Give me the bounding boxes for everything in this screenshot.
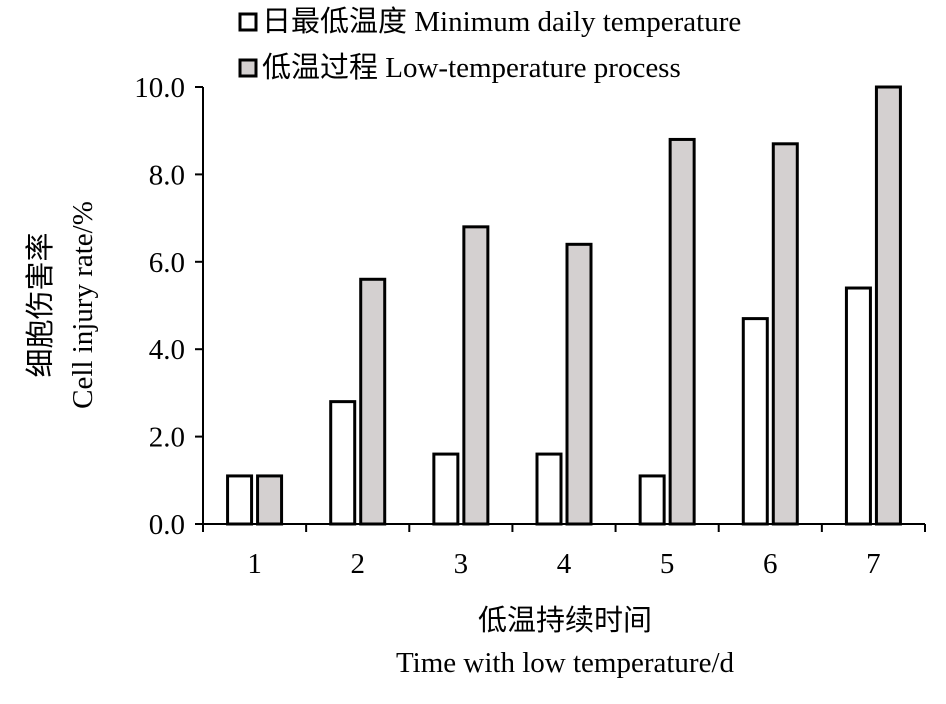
x-tick-label: 5 bbox=[660, 548, 675, 580]
bar-series-1-3 bbox=[432, 452, 460, 526]
y-axis-title: 细胞伤害率 Cell injury rate/% bbox=[24, 201, 99, 409]
x-tick-label: 4 bbox=[557, 548, 572, 580]
x-axis-ticks: 1 2 3 4 5 6 7 bbox=[202, 524, 926, 580]
x-axis-label-en: Time with low temperature/d bbox=[396, 647, 735, 679]
y-tick-label: 0.0 bbox=[149, 509, 185, 541]
legend-label-series-2: 低温过程 Low-temperature process bbox=[262, 51, 681, 84]
x-axis-label-cn: 低温持续时间 bbox=[478, 604, 652, 637]
y-axis-ticks: 0.0 2.0 4.0 6.0 8.0 10.0 bbox=[134, 72, 203, 541]
legend-swatch-series-1 bbox=[238, 12, 258, 32]
y-axis-label-cn: 细胞伤害率 bbox=[24, 232, 57, 377]
bar-series-1-1 bbox=[226, 474, 254, 526]
bar-series-2-6 bbox=[771, 142, 799, 526]
bar-series-1-2 bbox=[329, 400, 357, 526]
bar-series-1-5 bbox=[638, 474, 666, 526]
axes bbox=[202, 87, 925, 525]
bar-series-2-3 bbox=[462, 225, 490, 526]
bar-series-2-2 bbox=[359, 277, 387, 526]
x-tick-label: 3 bbox=[454, 548, 469, 580]
bar-series-1-6 bbox=[741, 317, 769, 526]
bar-series-2-4 bbox=[565, 242, 593, 526]
bar-series-2-1 bbox=[256, 474, 284, 526]
legend: 日最低温度 Minimum daily temperature 低温过程 Low… bbox=[238, 5, 741, 84]
y-tick-label: 4.0 bbox=[149, 334, 185, 366]
x-tick-label: 6 bbox=[763, 548, 778, 580]
x-tick-label: 1 bbox=[247, 548, 262, 580]
bar-series-1-4 bbox=[535, 452, 563, 526]
y-tick-label: 6.0 bbox=[149, 247, 185, 279]
bar-series-2-7 bbox=[874, 85, 902, 526]
y-tick-label: 10.0 bbox=[134, 72, 185, 104]
legend-swatch-series-2 bbox=[238, 58, 258, 78]
bar-series-1-7 bbox=[844, 286, 872, 526]
bars bbox=[226, 85, 902, 526]
legend-label-series-1: 日最低温度 Minimum daily temperature bbox=[262, 5, 741, 38]
y-tick-label: 2.0 bbox=[149, 422, 185, 454]
y-axis-label-en: Cell injury rate/% bbox=[67, 201, 99, 409]
x-tick-label: 7 bbox=[866, 548, 881, 580]
x-tick-label: 2 bbox=[350, 548, 365, 580]
y-tick-label: 8.0 bbox=[149, 159, 185, 191]
bar-series-2-5 bbox=[668, 137, 696, 526]
x-axis-title: 低温持续时间 Time with low temperature/d bbox=[396, 604, 735, 679]
